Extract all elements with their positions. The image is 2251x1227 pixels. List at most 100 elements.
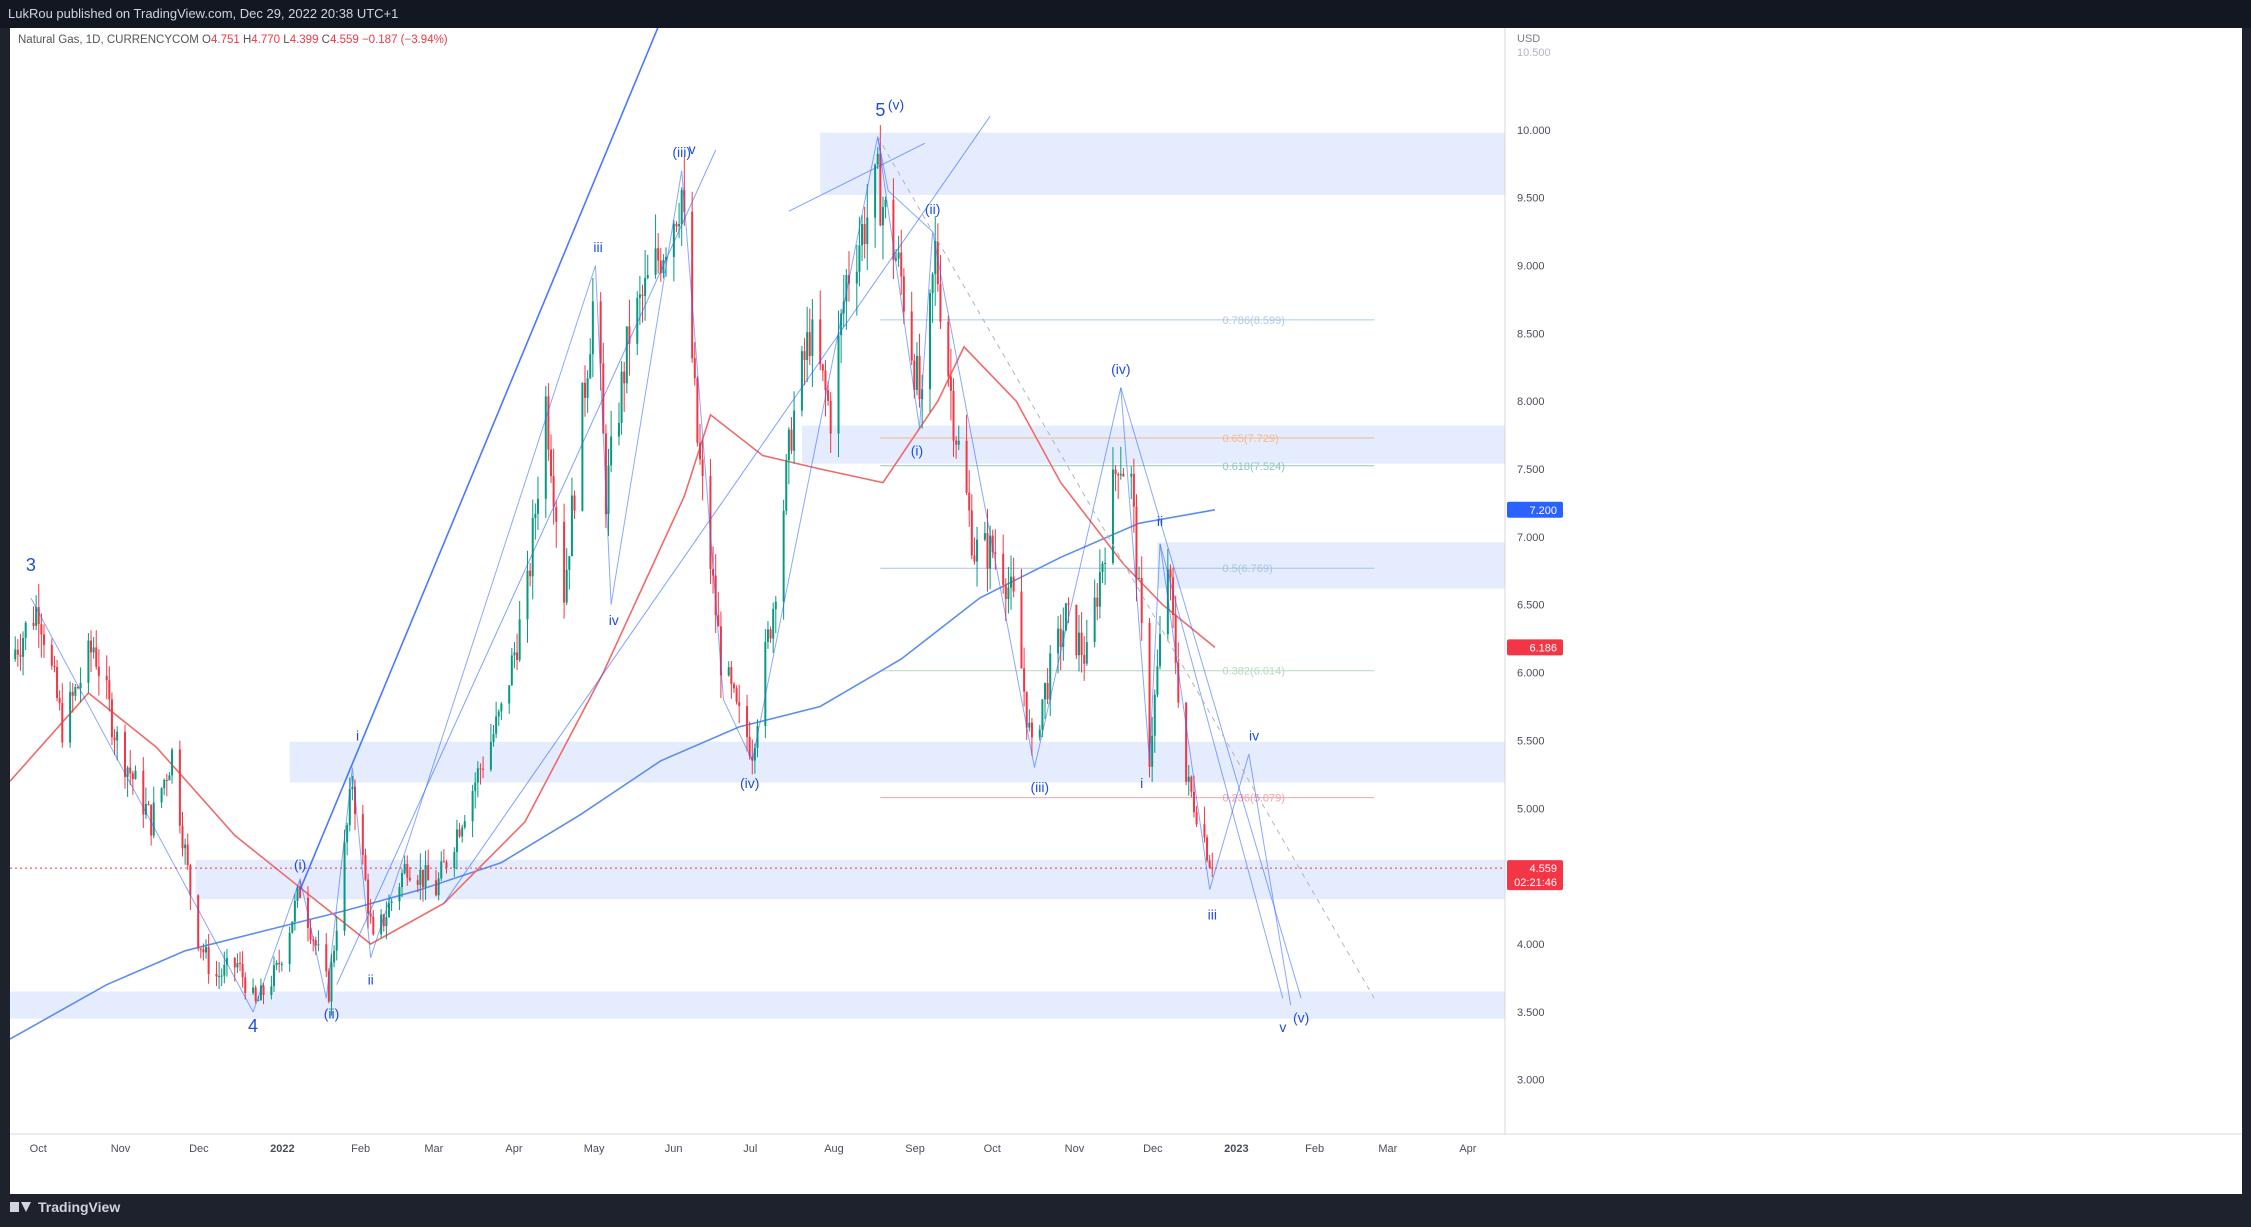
candle-body <box>233 958 236 968</box>
candle-body <box>419 869 422 885</box>
candle-body <box>385 917 388 927</box>
candle-body <box>1208 860 1211 868</box>
candle-body <box>902 276 905 312</box>
support-zone-4 <box>195 859 1506 900</box>
candle-body <box>134 770 137 780</box>
fib-label-4: 0.382(6.014) <box>1223 666 1285 678</box>
candle-body <box>76 687 79 689</box>
tradingview-logo[interactable]: TradingView <box>10 1199 120 1215</box>
wave-label-16: (iv) <box>1111 361 1130 377</box>
candle-body <box>343 842 346 931</box>
candle-body <box>840 313 843 336</box>
candle-body <box>79 682 82 689</box>
wave-label-17: ii <box>1157 513 1163 529</box>
candle-body <box>845 275 848 302</box>
candle-body <box>641 294 644 296</box>
candle-body <box>199 948 202 950</box>
wave-label-7: iii <box>593 239 602 255</box>
candle-body <box>1192 791 1195 813</box>
candle-body <box>534 513 537 518</box>
candle-body <box>552 476 555 508</box>
candle-body <box>189 865 192 896</box>
candle-body <box>986 533 989 569</box>
time-tick-label: Feb <box>351 1143 370 1155</box>
candle-body <box>348 789 351 826</box>
time-tick-label: Feb <box>1305 1143 1324 1155</box>
fib-layer: 0.786(8.599) 0.65(7.729) 0.618(7.524) 0.5(6… <box>880 315 1375 805</box>
candle-body <box>37 607 40 625</box>
candle-body <box>1049 653 1052 700</box>
wave-label-5: i <box>356 727 359 743</box>
candle-body <box>819 319 822 365</box>
candle-body <box>989 535 992 569</box>
candle-body <box>288 932 291 964</box>
support-zone-3 <box>289 741 1506 783</box>
candle-body <box>1098 572 1101 607</box>
candle-body <box>1172 577 1175 615</box>
candle-body <box>144 804 147 815</box>
candle-body <box>495 716 498 734</box>
candle-body <box>489 741 492 770</box>
candle-body <box>168 775 171 781</box>
candle-body <box>50 644 53 666</box>
candle-body <box>335 930 338 951</box>
wave-label-4: (ii) <box>324 1006 340 1022</box>
candle-body <box>116 731 119 741</box>
candle-body <box>92 647 95 653</box>
candle-body <box>709 476 712 570</box>
candle-body <box>1151 735 1154 767</box>
candle-body <box>147 804 150 806</box>
candle-body <box>56 667 59 698</box>
candle-body <box>1023 668 1026 692</box>
candle-body <box>35 607 38 626</box>
price-axis-bg <box>1505 28 2242 1194</box>
candle-body <box>178 749 181 826</box>
candle-body <box>171 749 174 776</box>
price-tick-label: 8.000 <box>1517 396 1545 408</box>
wave-label-15: (iii) <box>1030 779 1049 795</box>
candle-body <box>1148 622 1151 767</box>
candle-body <box>696 378 699 443</box>
candle-body <box>205 947 208 953</box>
candle-body <box>1190 776 1193 792</box>
wave-label-21: v <box>1279 1019 1286 1035</box>
candle-body <box>291 921 294 933</box>
candle-body <box>1057 628 1060 654</box>
candle-body <box>1159 634 1161 667</box>
candle-body <box>821 364 824 371</box>
price-tick-label: 9.500 <box>1517 193 1545 205</box>
candle-body <box>218 975 221 977</box>
candle-body <box>915 355 918 390</box>
price-chart[interactable]: 0.786(8.599) 0.65(7.729) 0.618(7.524) 0.5(6… <box>10 28 2242 1194</box>
candle-body <box>1010 576 1013 588</box>
candle-body <box>181 825 184 849</box>
symbol-label: Natural Gas, 1D, CURRENCYCOM <box>18 34 199 46</box>
candle-body <box>570 495 573 557</box>
candle-body <box>124 731 126 777</box>
candle-body <box>581 382 584 511</box>
candle-body <box>71 691 74 696</box>
candle-body <box>884 199 887 208</box>
wave-labels-layer: 345(i)(ii)iiiiiiiv(iii)v(iv)(v)(ii)(i)(i… <box>26 96 1309 1036</box>
candle-body <box>416 880 419 885</box>
candle-body <box>367 879 370 914</box>
candle-body <box>254 987 257 1001</box>
axes-layer: USD10.5003.0003.5004.0004.5005.0005.5006… <box>10 28 2242 1194</box>
candle-body <box>589 354 592 379</box>
candle-body <box>463 821 466 828</box>
candle-body <box>1132 473 1135 507</box>
candle-body <box>110 699 113 738</box>
candle-body <box>793 410 796 451</box>
candle-body <box>476 768 479 783</box>
candle-body <box>782 510 785 602</box>
candle-body <box>586 378 589 398</box>
candle-body <box>738 701 741 706</box>
candle-body <box>811 319 814 357</box>
time-tick-label: Jun <box>665 1143 683 1155</box>
candle-body <box>435 880 438 896</box>
candle-body <box>142 770 145 815</box>
candle-body <box>259 985 262 1001</box>
price-tick-label: 9.000 <box>1517 260 1545 272</box>
fib-label-5: 0.236(5.079) <box>1223 793 1285 805</box>
wave-label-9: (iii) <box>672 144 691 160</box>
